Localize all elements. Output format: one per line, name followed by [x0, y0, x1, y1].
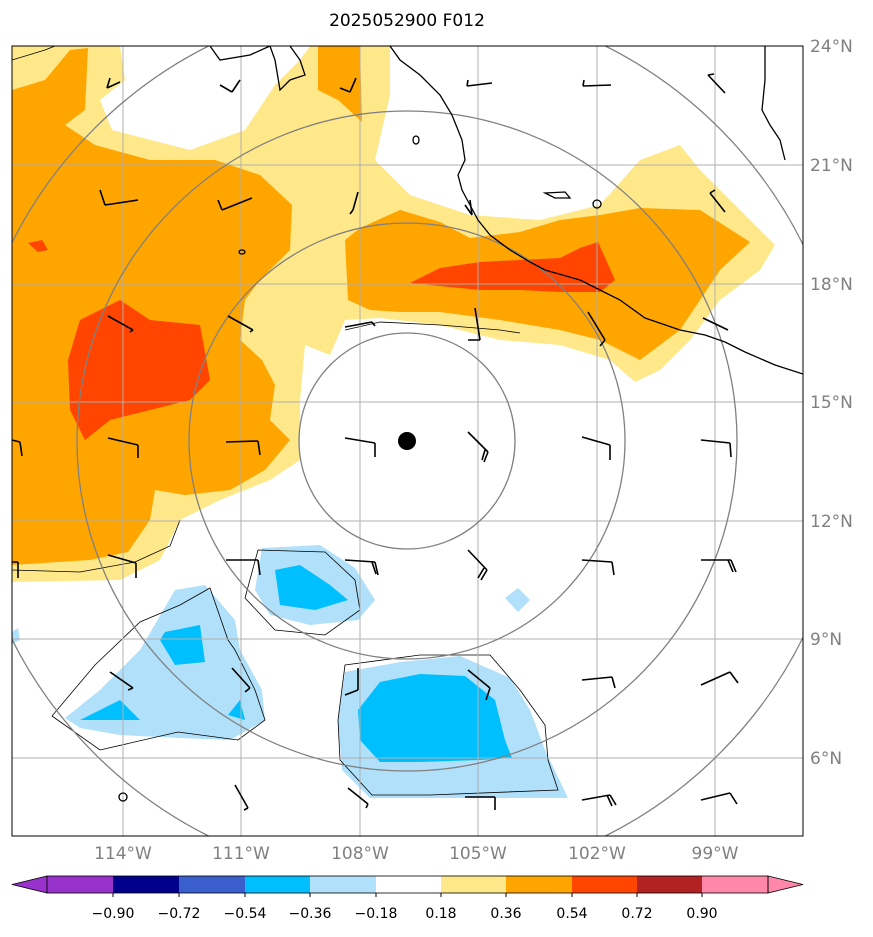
wind-barb	[467, 431, 489, 463]
wind-barb	[339, 77, 357, 93]
wind-barb	[465, 796, 496, 810]
positive-anomaly-fill	[12, 46, 775, 582]
wind-barb	[587, 311, 606, 347]
negative-anomaly-fill	[12, 545, 568, 798]
colorbar-cell	[47, 876, 113, 893]
wind-barb	[701, 559, 737, 573]
colorbar-cell	[113, 876, 179, 893]
colorbar-cell	[245, 876, 310, 893]
colorbar-tick-label: 0.18	[425, 906, 456, 922]
wind-barb	[467, 549, 488, 581]
wind-barb	[219, 79, 241, 93]
wind-barb	[468, 307, 481, 341]
wind-barb	[700, 792, 738, 805]
colorbar-tick-label: −0.54	[224, 906, 267, 922]
wind-barb	[107, 315, 134, 333]
wind-barb	[582, 79, 612, 87]
wind-barb	[700, 671, 739, 686]
wind-barbs	[12, 73, 739, 811]
wind-barb	[709, 189, 726, 213]
wind-barb	[234, 784, 249, 811]
wind-barb	[581, 559, 615, 576]
longitude-labels: 114°W 111°W 108°W 105°W 102°W 99°W	[94, 844, 739, 864]
wind-barb	[467, 669, 491, 701]
wind-barb	[106, 77, 121, 89]
colorbar-tick-label: −0.18	[355, 906, 398, 922]
colorbar-tick-label: 0.54	[556, 906, 587, 922]
lat-label: 15°N	[810, 393, 853, 413]
colorbar-tick-label: −0.90	[92, 906, 135, 922]
lat-label: 9°N	[810, 630, 842, 650]
wind-barb	[226, 559, 261, 576]
wind-barb	[707, 73, 726, 94]
lat-label: 12°N	[810, 512, 853, 532]
wind-barb	[227, 315, 254, 333]
coastline	[118, 46, 803, 802]
colorbar-cell	[441, 876, 506, 893]
wind-barb	[581, 676, 616, 689]
colorbar-ticks	[112, 893, 703, 897]
wind-barb	[109, 671, 134, 691]
colorbar-tick-label: −0.36	[289, 906, 332, 922]
wind-barb	[12, 561, 19, 578]
lat-label: 6°N	[810, 749, 842, 769]
range-rings	[12, 46, 803, 836]
wind-barb	[225, 440, 261, 456]
latitude-labels: 24°N 21°N 18°N 15°N 12°N 9°N 6°N	[810, 37, 853, 769]
colorbar-extend-high	[767, 875, 804, 894]
wind-barb	[581, 436, 611, 460]
lon-label: 114°W	[94, 844, 152, 864]
wind-barb	[466, 79, 493, 87]
lon-label: 99°W	[692, 844, 739, 864]
wind-barb	[700, 439, 732, 458]
wind-barb	[217, 197, 253, 211]
wind-barb	[107, 554, 137, 578]
wind-barb	[231, 667, 251, 693]
map-frame	[11, 45, 804, 837]
colorbar-cells	[11, 875, 804, 894]
colorbar-cell	[310, 876, 376, 893]
colorbar-cell	[179, 876, 245, 893]
wind-barb	[581, 794, 617, 807]
colorbar-extend-low	[11, 875, 48, 894]
lon-label: 111°W	[212, 844, 270, 864]
colorbar-cell	[506, 876, 572, 893]
colorbar-cell	[572, 876, 637, 893]
colorbar-cell	[376, 876, 441, 893]
colorbar-tick-label: −0.72	[158, 906, 201, 922]
colorbar: −0.90 −0.72 −0.54 −0.36 −0.18 0.18 0.36 …	[11, 875, 804, 922]
colorbar-tick-labels: −0.90 −0.72 −0.54 −0.36 −0.18 0.18 0.36 …	[92, 906, 718, 922]
lat-label: 24°N	[810, 37, 853, 57]
wind-barb	[344, 321, 376, 328]
wind-barb	[107, 437, 139, 458]
wind-barb	[344, 668, 359, 696]
storm-center-marker	[398, 432, 416, 450]
wind-barb	[344, 559, 379, 576]
wind-barb	[347, 787, 369, 809]
lon-label: 108°W	[331, 844, 389, 864]
lon-label: 102°W	[568, 844, 626, 864]
wind-barb	[344, 437, 376, 457]
wind-barb	[464, 199, 473, 216]
wind-barb	[99, 189, 139, 206]
colorbar-cell	[637, 876, 702, 893]
colorbar-outline	[46, 875, 769, 894]
lat-label: 21°N	[810, 156, 853, 176]
lat-label: 18°N	[810, 275, 853, 295]
wind-barb	[12, 439, 23, 457]
wind-barb	[349, 191, 359, 215]
colorbar-tick-label: 0.90	[686, 906, 717, 922]
map-plot-area	[12, 46, 803, 836]
wind-barb	[702, 317, 729, 331]
map-title: 2025052900 F012	[329, 11, 485, 31]
colorbar-tick-label: 0.72	[621, 906, 652, 922]
colorbar-tick-label: 0.36	[490, 906, 521, 922]
colorbar-cell	[702, 876, 768, 893]
lon-label: 105°W	[449, 844, 507, 864]
